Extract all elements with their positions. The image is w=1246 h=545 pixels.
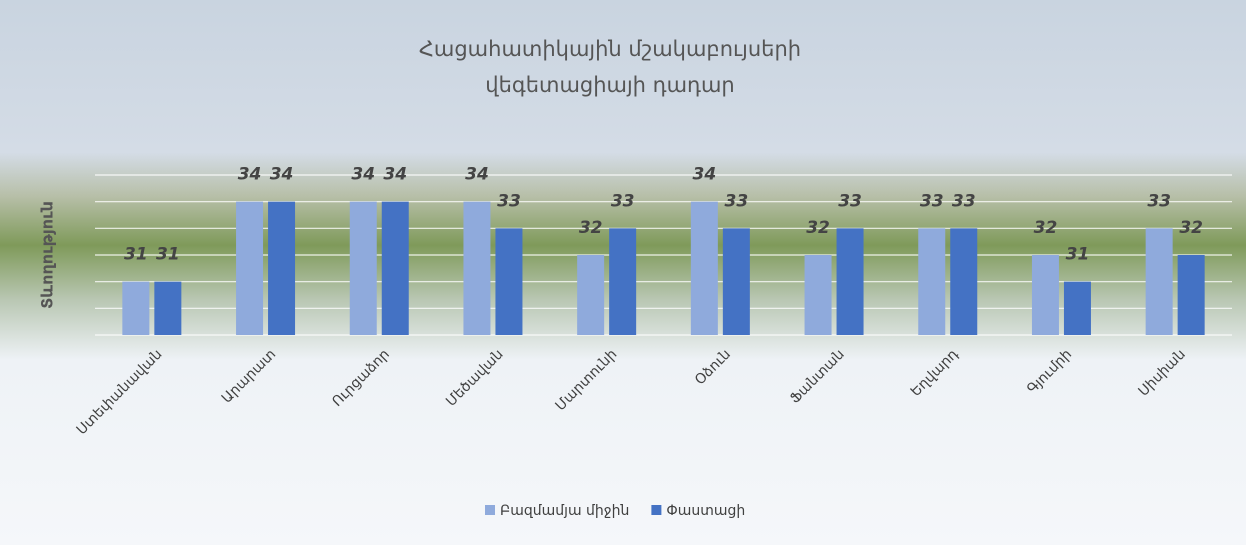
value-label: 33 bbox=[497, 191, 521, 211]
bar bbox=[236, 201, 264, 335]
bar bbox=[577, 255, 605, 335]
value-label: 34 bbox=[465, 165, 489, 185]
bar bbox=[495, 228, 523, 335]
bar bbox=[349, 201, 377, 335]
legend-swatch bbox=[485, 505, 495, 515]
chart-title: վեգետացիայի դադար bbox=[485, 73, 734, 97]
value-label: 33 bbox=[1147, 191, 1171, 211]
bar bbox=[1063, 281, 1091, 335]
value-label: 31 bbox=[1066, 245, 1090, 265]
value-label: 31 bbox=[156, 245, 180, 265]
bar bbox=[154, 281, 182, 335]
value-label: 33 bbox=[920, 191, 944, 211]
bar bbox=[950, 228, 978, 335]
bar bbox=[690, 201, 718, 335]
legend-label: Փաստացի bbox=[666, 503, 745, 519]
value-label: 33 bbox=[838, 191, 862, 211]
value-label: 34 bbox=[270, 165, 294, 185]
value-label: 34 bbox=[351, 165, 375, 185]
value-label: 34 bbox=[238, 165, 262, 185]
value-label: 32 bbox=[579, 218, 603, 238]
value-label: 34 bbox=[693, 165, 717, 185]
bar bbox=[381, 201, 409, 335]
value-label: 32 bbox=[806, 218, 830, 238]
bar bbox=[1031, 255, 1059, 335]
bar bbox=[918, 228, 946, 335]
value-label: 32 bbox=[1179, 218, 1203, 238]
bar bbox=[1145, 228, 1173, 335]
legend-swatch bbox=[651, 505, 662, 515]
value-label: 33 bbox=[952, 191, 976, 211]
value-label: 33 bbox=[611, 191, 635, 211]
value-label: 32 bbox=[1034, 218, 1058, 238]
bar bbox=[722, 228, 750, 335]
legend-label: Բազմամյա միջին bbox=[500, 503, 629, 519]
value-label: 31 bbox=[124, 245, 148, 265]
bar bbox=[609, 228, 637, 335]
bar bbox=[804, 255, 832, 335]
bar bbox=[463, 201, 491, 335]
value-label: 33 bbox=[725, 191, 749, 211]
value-label: 34 bbox=[383, 165, 407, 185]
bar bbox=[268, 201, 296, 335]
bar bbox=[1177, 255, 1205, 335]
y-axis-label: Տևողություն bbox=[38, 201, 57, 309]
bar bbox=[122, 281, 150, 335]
bar bbox=[836, 228, 864, 335]
chart-title: Հացահատիկային մշակաբույսերի bbox=[419, 37, 801, 61]
